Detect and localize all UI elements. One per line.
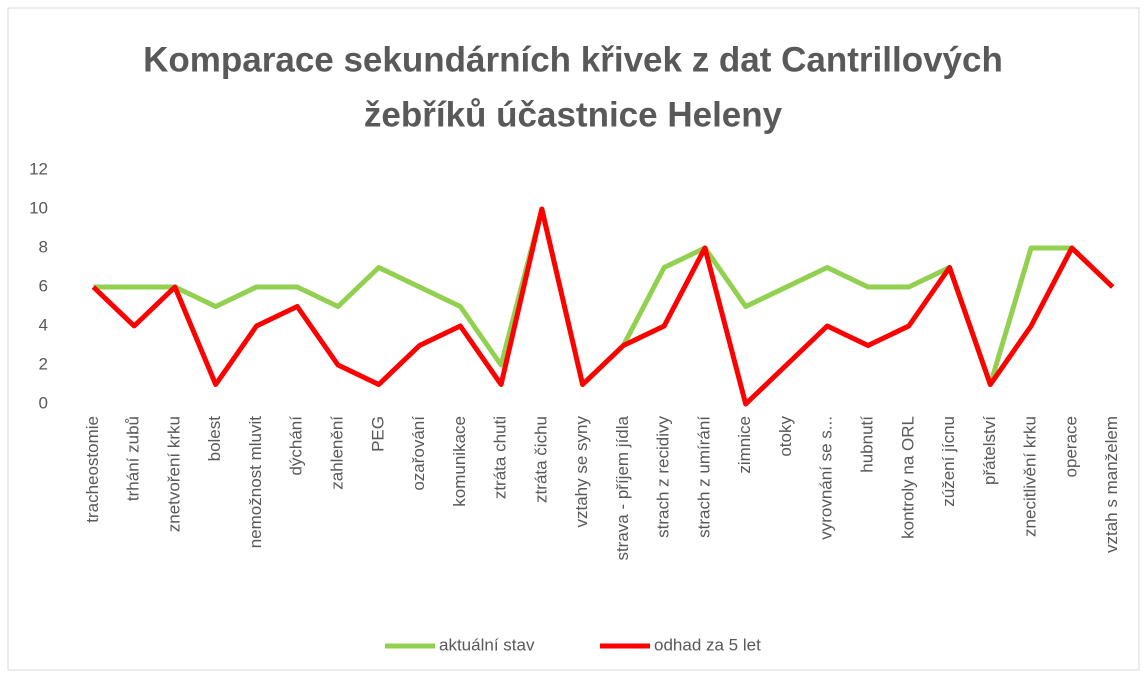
x-tick-label: tracheostomie	[83, 416, 102, 523]
x-tick-label: hubnutí	[857, 416, 876, 473]
y-tick-label: 12	[29, 159, 48, 178]
x-tick-label: bolest	[205, 416, 224, 462]
y-tick-label: 10	[29, 198, 48, 217]
x-tick-label: komunikace	[450, 416, 469, 507]
x-tick-label: strach z recidivy	[654, 416, 673, 538]
x-tick-label: PEG	[368, 416, 387, 452]
y-tick-label: 6	[39, 276, 48, 295]
x-tick-label: trhání zubů	[124, 416, 143, 501]
x-tick-label: zahlenění	[327, 416, 346, 490]
x-tick-label: zúžení jícnu	[939, 416, 958, 507]
y-tick-label: 2	[39, 354, 48, 373]
legend-label: aktuální stav	[439, 635, 535, 654]
x-tick-label: dýchání	[287, 416, 306, 476]
x-tick-label: otoky	[776, 416, 795, 457]
x-tick-label: znetvoření krku	[164, 416, 183, 532]
chart-title: Komparace sekundárních křivek z dat Cant…	[143, 40, 1003, 79]
x-tick-label: kontroly na ORL	[898, 416, 917, 539]
x-tick-label: nemožnost mluvit	[246, 416, 265, 549]
x-tick-label: přátelství	[980, 416, 999, 485]
series-line	[91, 206, 1115, 407]
x-tick-label: operace	[1061, 416, 1080, 477]
x-tick-label: vyrovnání se s...	[817, 416, 836, 540]
x-tick-label: strava - příjem jídla	[613, 415, 632, 560]
x-tick-label: zimnice	[735, 416, 754, 474]
x-tick-label: znecitlivění krku	[1021, 416, 1040, 537]
x-tick-label: ztráta chuti	[491, 416, 510, 499]
x-tick-label: ztráta čichu	[531, 416, 550, 503]
y-tick-label: 4	[39, 315, 48, 334]
x-tick-label: ozařování	[409, 416, 428, 491]
x-tick-label: vztahy se syny	[572, 416, 591, 528]
x-tick-label: vztah s manželem	[1102, 416, 1121, 553]
x-tick-label: strach z umírání	[694, 416, 713, 538]
legend-label: odhad za 5 let	[654, 635, 761, 654]
y-tick-label: 0	[39, 393, 48, 412]
y-tick-label: 8	[39, 237, 48, 256]
chart-title: žebříků účastnice Heleny	[364, 95, 783, 134]
